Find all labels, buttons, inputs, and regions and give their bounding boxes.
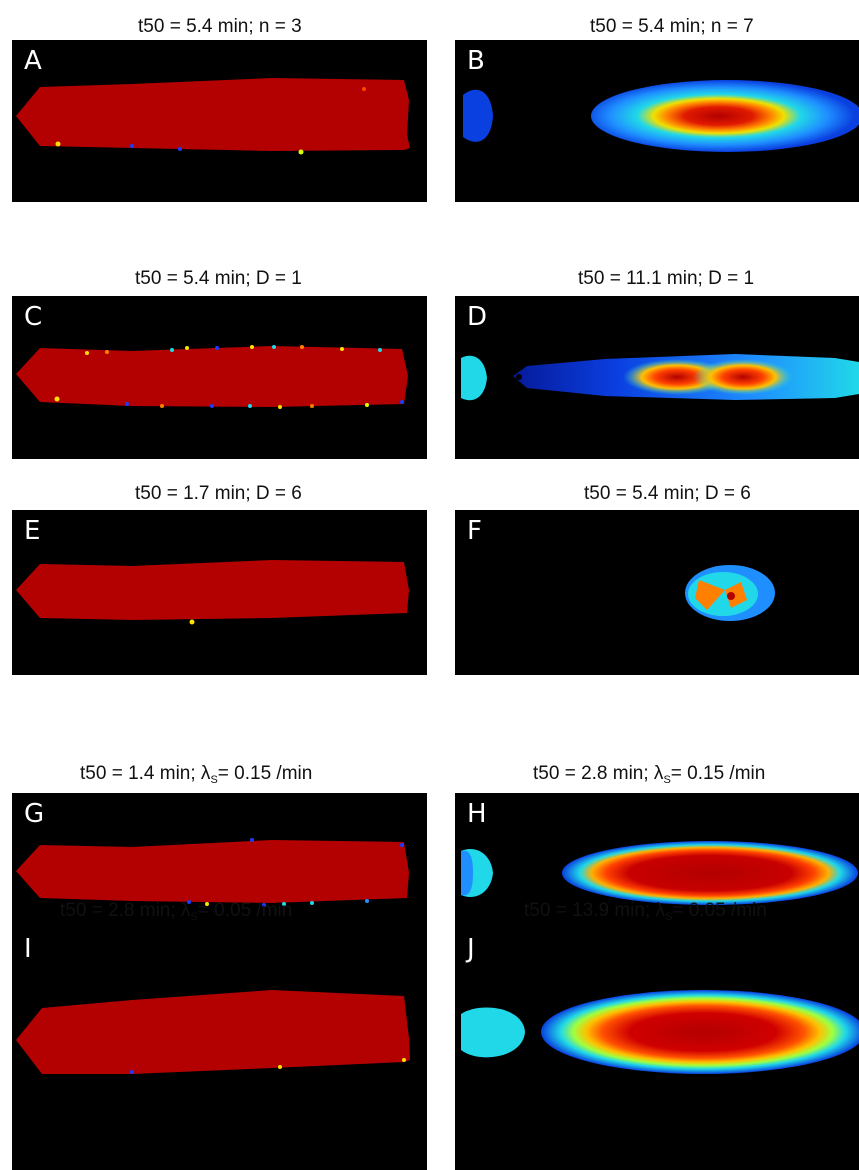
title-e: t50 = 1.7 min; D = 6 [135, 483, 302, 504]
panel-e-graphic [16, 560, 409, 625]
panel-label-i: I [24, 934, 32, 964]
title-h: t50 = 2.8 min; λS= 0.15 /min [533, 763, 766, 786]
panel-i: I [12, 928, 427, 1170]
panel-b-graphic [463, 80, 859, 152]
panel-label-g: G [24, 799, 45, 829]
panel-f-graphic [685, 565, 775, 621]
title-g: t50 = 1.4 min; λS= 0.15 /min [80, 763, 313, 786]
title-i: t50 = 2.8 min; λS= 0.05 /min [60, 900, 293, 923]
panel-b: B [455, 40, 859, 202]
panel-d: D [455, 296, 859, 459]
panel-h-graphic [461, 841, 858, 905]
title-b: t50 = 5.4 min; n = 7 [590, 16, 754, 37]
title-c: t50 = 5.4 min; D = 1 [135, 268, 302, 289]
panel-j: J [455, 928, 859, 1170]
panel-label-c: C [24, 302, 43, 332]
panel-c-graphic [16, 345, 408, 409]
title-a: t50 = 5.4 min; n = 3 [138, 16, 302, 37]
panel-f: F [455, 510, 859, 675]
panel-a-graphic [16, 78, 410, 155]
panel-label-e: E [24, 516, 41, 546]
panel-g-graphic [16, 838, 409, 907]
panel-e: E [12, 510, 427, 675]
panel-a: A [12, 40, 427, 202]
title-d: t50 = 11.1 min; D = 1 [578, 268, 755, 289]
title-f: t50 = 5.4 min; D = 6 [584, 483, 751, 504]
panel-j-graphic [461, 990, 859, 1074]
panel-d-graphic [461, 354, 859, 401]
panel-label-h: H [467, 799, 487, 829]
panel-label-f: F [467, 516, 482, 546]
panel-label-d: D [467, 302, 488, 332]
title-j: t50 = 13.9 min; λS= 0.05 /min [524, 900, 767, 923]
panel-i-graphic [16, 990, 410, 1074]
panel-label-b: B [467, 46, 485, 76]
panel-label-a: A [24, 46, 42, 76]
panel-c: C [12, 296, 427, 459]
panel-label-j: J [467, 934, 475, 964]
